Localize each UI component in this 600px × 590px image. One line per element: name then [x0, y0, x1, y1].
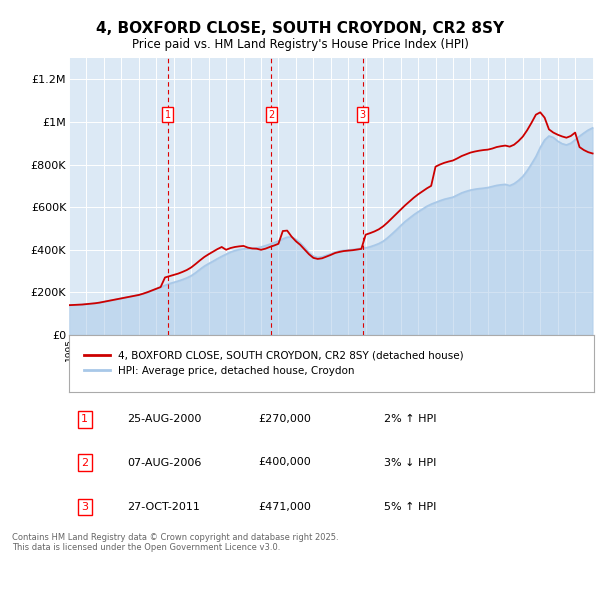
- Text: 1: 1: [81, 414, 88, 424]
- Text: Contains HM Land Registry data © Crown copyright and database right 2025.
This d: Contains HM Land Registry data © Crown c…: [12, 533, 338, 552]
- Text: 2: 2: [81, 457, 88, 467]
- Text: 4, BOXFORD CLOSE, SOUTH CROYDON, CR2 8SY: 4, BOXFORD CLOSE, SOUTH CROYDON, CR2 8SY: [96, 21, 504, 35]
- Text: 07-AUG-2006: 07-AUG-2006: [127, 457, 201, 467]
- Text: 27-OCT-2011: 27-OCT-2011: [127, 502, 200, 512]
- Legend: 4, BOXFORD CLOSE, SOUTH CROYDON, CR2 8SY (detached house), HPI: Average price, d: 4, BOXFORD CLOSE, SOUTH CROYDON, CR2 8SY…: [79, 346, 468, 381]
- Text: Price paid vs. HM Land Registry's House Price Index (HPI): Price paid vs. HM Land Registry's House …: [131, 38, 469, 51]
- Text: 3: 3: [81, 502, 88, 512]
- Text: £270,000: £270,000: [258, 414, 311, 424]
- Text: 5% ↑ HPI: 5% ↑ HPI: [384, 502, 436, 512]
- Text: 25-AUG-2000: 25-AUG-2000: [127, 414, 201, 424]
- Text: 3: 3: [359, 110, 365, 120]
- Text: 1: 1: [164, 110, 170, 120]
- Text: £400,000: £400,000: [258, 457, 311, 467]
- Text: 3% ↓ HPI: 3% ↓ HPI: [384, 457, 436, 467]
- Text: 2: 2: [268, 110, 275, 120]
- Text: £471,000: £471,000: [258, 502, 311, 512]
- Text: 2% ↑ HPI: 2% ↑ HPI: [384, 414, 437, 424]
